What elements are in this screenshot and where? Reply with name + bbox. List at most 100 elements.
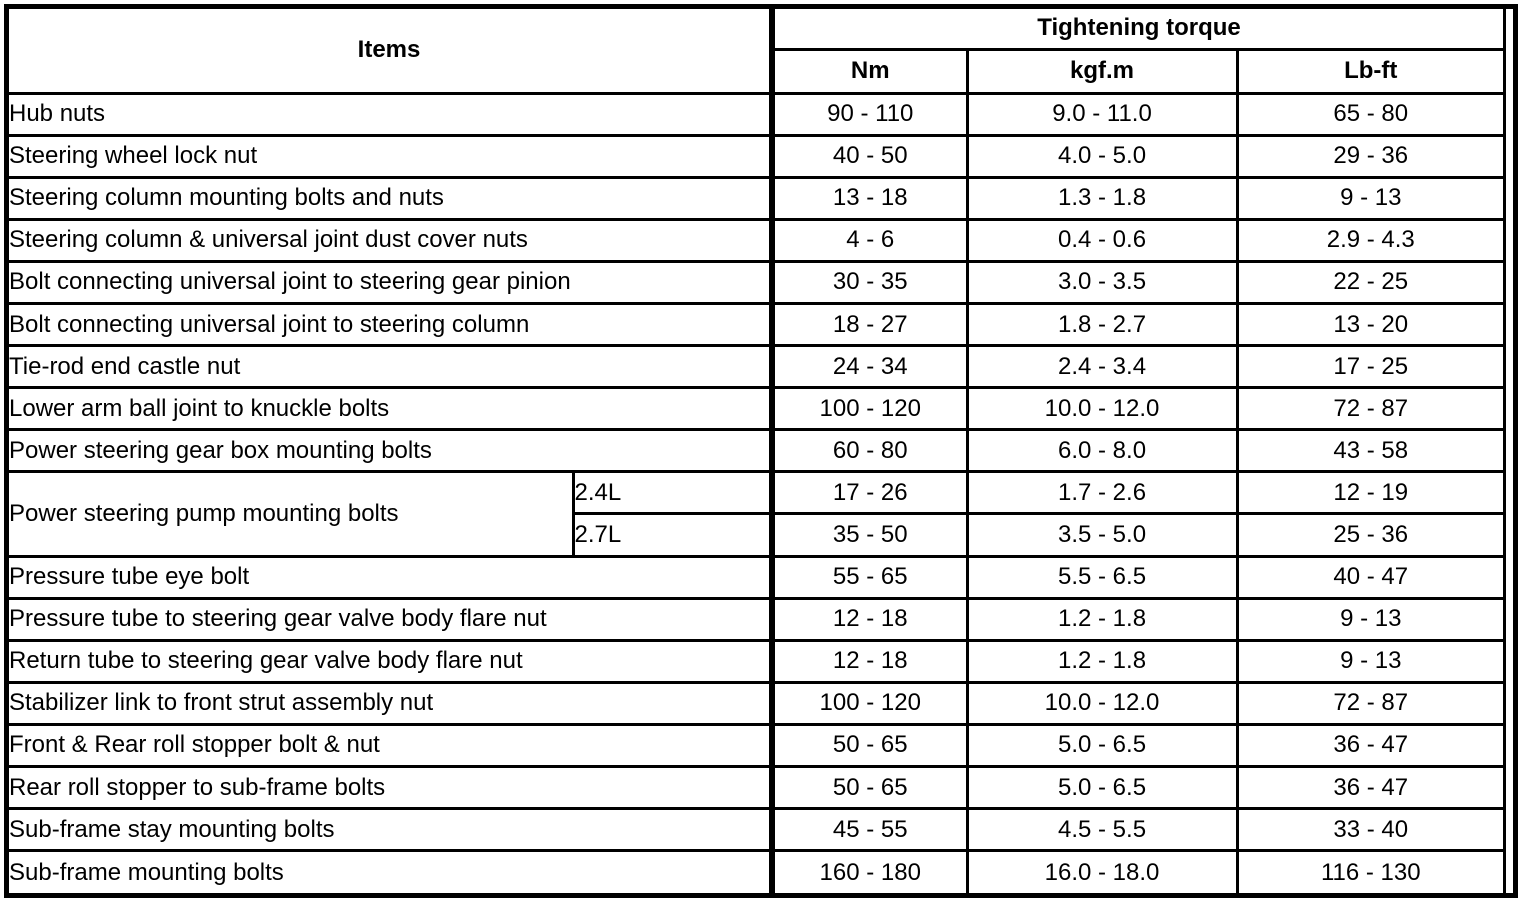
item-cell: Stabilizer link to front strut assembly …	[9, 680, 776, 726]
kgfm-value-cell: 1.2 - 1.8	[965, 638, 1239, 684]
nm-value-cell: 160 - 180	[770, 849, 969, 893]
lbft-value-cell: 9 - 13	[1235, 638, 1507, 684]
item-cell: Tie-rod end castle nut	[9, 344, 776, 390]
nm-value-cell: 100 - 120	[770, 386, 969, 432]
table-row: Lower arm ball joint to knuckle bolts 10…	[9, 386, 1507, 432]
item-cell: Bolt connecting universal joint to steer…	[9, 301, 776, 348]
nm-value-cell: 50 - 65	[770, 764, 969, 811]
nm-value-cell: 40 - 50	[770, 133, 969, 179]
lbft-value-cell: 33 - 40	[1235, 807, 1507, 853]
kgfm-value-cell: 6.0 - 8.0	[965, 428, 1239, 474]
table-row-variant-27l: 2.7L 35 - 50 3.5 - 5.0 25 - 36	[9, 512, 1507, 558]
torque-spec-table: Items Tightening torque Nm kgf.m Lb-ft H…	[9, 9, 1507, 893]
items-header: Items	[9, 9, 776, 95]
lbft-value-cell: 116 - 130	[1235, 849, 1507, 893]
header-row-units: Nm kgf.m Lb-ft	[9, 47, 1507, 95]
table-row: Steering column & universal joint dust c…	[9, 217, 1507, 263]
kgfm-value-cell: 1.7 - 2.6	[965, 470, 1239, 516]
table-row: Hub nuts 90 - 110 9.0 - 11.0 65 - 80	[9, 91, 1507, 137]
lbft-value-cell: 40 - 47	[1235, 554, 1507, 600]
unit-header-lbft: Lb-ft	[1235, 47, 1507, 95]
nm-value-cell: 100 - 120	[770, 680, 969, 726]
kgfm-value-cell: 3.5 - 5.0	[965, 512, 1239, 558]
lbft-value-cell: 36 - 47	[1235, 722, 1507, 769]
kgfm-value-cell: 9.0 - 11.0	[965, 91, 1239, 137]
nm-value-cell: 30 - 35	[770, 259, 969, 305]
item-cell: Hub nuts	[9, 91, 776, 137]
lbft-value-cell: 25 - 36	[1235, 512, 1507, 558]
kgfm-value-cell: 3.0 - 3.5	[965, 259, 1239, 305]
lbft-value-cell: 29 - 36	[1235, 133, 1507, 179]
kgfm-value-cell: 5.0 - 6.5	[965, 764, 1239, 811]
lbft-value-cell: 12 - 19	[1235, 470, 1507, 516]
item-cell: Bolt connecting universal joint to steer…	[9, 259, 776, 305]
lbft-value-cell: 13 - 20	[1235, 301, 1507, 348]
nm-value-cell: 4 - 6	[770, 217, 969, 263]
table-row: Power steering gear box mounting bolts 6…	[9, 428, 1507, 474]
kgfm-value-cell: 0.4 - 0.6	[965, 217, 1239, 263]
nm-value-cell: 12 - 18	[770, 638, 969, 684]
table-row-variant-24l: Power steering pump mounting bolts 2.4L …	[9, 470, 1507, 558]
lbft-value-cell: 22 - 25	[1235, 259, 1507, 305]
table-row: Return tube to steering gear valve body …	[9, 638, 1507, 684]
torque-table-frame: Items Tightening torque Nm kgf.m Lb-ft H…	[4, 4, 1518, 898]
table-row: Steering column mounting bolts and nuts …	[9, 175, 1507, 221]
nm-value-cell: 13 - 18	[770, 175, 969, 221]
kgfm-value-cell: 10.0 - 12.0	[965, 680, 1239, 726]
nm-value-cell: 24 - 34	[770, 344, 969, 390]
item-cell: Steering column mounting bolts and nuts	[9, 175, 776, 221]
lbft-value-cell: 9 - 13	[1235, 175, 1507, 221]
kgfm-value-cell: 10.0 - 12.0	[965, 386, 1239, 432]
table-row: Rear roll stopper to sub-frame bolts 50 …	[9, 764, 1507, 811]
kgfm-value-cell: 1.8 - 2.7	[965, 301, 1239, 348]
engine-variant-cell: 2.7L	[573, 512, 776, 558]
table-row: Pressure tube eye bolt 55 - 65 5.5 - 6.5…	[9, 554, 1507, 600]
table-row: Front & Rear roll stopper bolt & nut 50 …	[9, 722, 1507, 769]
header-row-group: Items Tightening torque	[9, 9, 1507, 95]
item-cell: Sub-frame stay mounting bolts	[9, 807, 776, 853]
kgfm-value-cell: 2.4 - 3.4	[965, 344, 1239, 390]
torque-group-header: Tightening torque	[770, 9, 1507, 51]
item-cell: Pressure tube to steering gear valve bod…	[9, 596, 776, 642]
kgfm-value-cell: 1.2 - 1.8	[965, 596, 1239, 642]
unit-header-nm: Nm	[772, 47, 969, 95]
lbft-value-cell: 65 - 80	[1235, 91, 1507, 137]
kgfm-value-cell: 5.5 - 6.5	[965, 554, 1239, 600]
lbft-value-cell: 17 - 25	[1235, 344, 1507, 390]
lbft-value-cell: 9 - 13	[1235, 596, 1507, 642]
table-row: Bolt connecting universal joint to steer…	[9, 301, 1507, 348]
lbft-value-cell: 36 - 47	[1235, 764, 1507, 811]
unit-header-kgfm: kgf.m	[965, 47, 1239, 95]
kgfm-value-cell: 1.3 - 1.8	[965, 175, 1239, 221]
lbft-value-cell: 43 - 58	[1235, 428, 1507, 474]
nm-value-cell: 55 - 65	[770, 554, 969, 600]
nm-value-cell: 12 - 18	[770, 596, 969, 642]
table-row: Sub-frame stay mounting bolts 45 - 55 4.…	[9, 807, 1507, 853]
kgfm-value-cell: 5.0 - 6.5	[965, 722, 1239, 769]
lbft-value-cell: 72 - 87	[1235, 386, 1507, 432]
item-cell: Lower arm ball joint to knuckle bolts	[9, 386, 776, 432]
nm-value-cell: 60 - 80	[770, 428, 969, 474]
nm-value-cell: 18 - 27	[770, 301, 969, 348]
table-row: Steering wheel lock nut 40 - 50 4.0 - 5.…	[9, 133, 1507, 179]
item-cell: Power steering gear box mounting bolts	[9, 428, 776, 474]
lbft-value-cell: 2.9 - 4.3	[1235, 217, 1507, 263]
nm-value-cell: 17 - 26	[770, 470, 969, 516]
table-row: Pressure tube to steering gear valve bod…	[9, 596, 1507, 642]
item-cell: Rear roll stopper to sub-frame bolts	[9, 764, 776, 811]
table-row: Bolt connecting universal joint to steer…	[9, 259, 1507, 305]
table-row: Stabilizer link to front strut assembly …	[9, 680, 1507, 726]
item-cell: Pressure tube eye bolt	[9, 554, 776, 600]
item-cell: Sub-frame mounting bolts	[9, 849, 776, 893]
item-cell: Front & Rear roll stopper bolt & nut	[9, 722, 776, 769]
lbft-value-cell: 72 - 87	[1235, 680, 1507, 726]
nm-value-cell: 90 - 110	[770, 91, 969, 137]
nm-value-cell: 35 - 50	[770, 512, 969, 558]
nm-value-cell: 45 - 55	[770, 807, 969, 853]
kgfm-value-cell: 4.0 - 5.0	[965, 133, 1239, 179]
nm-value-cell: 50 - 65	[770, 722, 969, 769]
item-cell: Steering column & universal joint dust c…	[9, 217, 776, 263]
item-cell: Steering wheel lock nut	[9, 133, 776, 179]
table-row: Sub-frame mounting bolts 160 - 180 16.0 …	[9, 849, 1507, 893]
table-row: Tie-rod end castle nut 24 - 34 2.4 - 3.4…	[9, 344, 1507, 390]
